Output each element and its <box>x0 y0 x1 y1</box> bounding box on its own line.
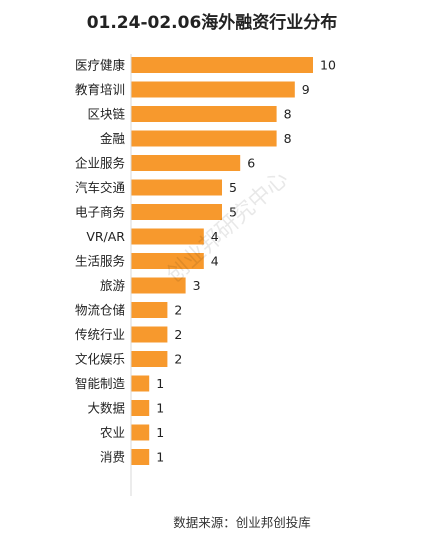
bar-12 <box>131 351 168 367</box>
value-label-7: 4 <box>211 229 219 244</box>
category-label-8: 生活服务 <box>75 254 125 269</box>
bar-13 <box>131 375 150 392</box>
category-label-9: 旅游 <box>100 278 126 293</box>
category-label-11: 传统行业 <box>75 327 125 342</box>
value-label-9: 3 <box>193 278 201 293</box>
category-label-14: 大数据 <box>87 401 125 416</box>
bar-8 <box>131 253 204 269</box>
category-label-6: 电子商务 <box>75 205 125 220</box>
bar-9 <box>131 277 186 294</box>
category-label-10: 物流仓储 <box>75 303 125 318</box>
bar-1 <box>131 81 295 98</box>
value-label-1: 9 <box>302 82 310 97</box>
value-label-0: 10 <box>320 58 336 73</box>
bar-16 <box>131 449 150 465</box>
category-label-7: VR/AR <box>86 229 125 244</box>
category-label-12: 文化娱乐 <box>75 352 125 367</box>
data-source: 数据来源：创业邦创投库 <box>173 515 311 530</box>
bar-2 <box>131 106 277 122</box>
bar-5 <box>131 179 222 196</box>
value-label-12: 2 <box>174 352 182 367</box>
value-label-14: 1 <box>156 401 164 416</box>
category-label-4: 企业服务 <box>75 156 125 171</box>
value-label-11: 2 <box>174 327 182 342</box>
value-label-5: 5 <box>229 180 237 195</box>
value-label-15: 1 <box>156 425 164 440</box>
value-label-4: 6 <box>247 156 255 171</box>
bar-10 <box>131 302 168 318</box>
value-label-2: 8 <box>284 107 292 122</box>
category-label-2: 区块链 <box>87 107 125 122</box>
category-label-1: 教育培训 <box>75 82 125 97</box>
chart-title: 01.24-02.06海外融资行业分布 <box>86 13 338 33</box>
bar-4 <box>131 155 241 171</box>
bar-7 <box>131 228 204 245</box>
category-label-5: 汽车交通 <box>75 180 126 195</box>
value-label-16: 1 <box>156 450 164 465</box>
category-label-15: 农业 <box>100 425 125 440</box>
bar-0 <box>131 57 313 73</box>
bar-14 <box>131 400 150 416</box>
value-label-6: 5 <box>229 205 237 220</box>
value-label-8: 4 <box>211 254 219 269</box>
bar-3 <box>131 130 277 147</box>
category-label-3: 金融 <box>100 131 126 146</box>
category-label-0: 医疗健康 <box>75 58 126 73</box>
bar-6 <box>131 204 222 220</box>
value-label-3: 8 <box>284 131 292 146</box>
category-label-13: 智能制造 <box>75 376 126 391</box>
value-label-10: 2 <box>174 303 182 318</box>
value-label-13: 1 <box>156 376 164 391</box>
bar-15 <box>131 424 150 441</box>
bar-11 <box>131 326 168 343</box>
bars-layer: 医疗健康 10 教育培训 9 区块链 8 金融 8 企业服务 6 汽车交通 5 电子商务 5 VR/AR 4 生… <box>75 57 336 465</box>
category-label-16: 消费 <box>100 450 125 465</box>
